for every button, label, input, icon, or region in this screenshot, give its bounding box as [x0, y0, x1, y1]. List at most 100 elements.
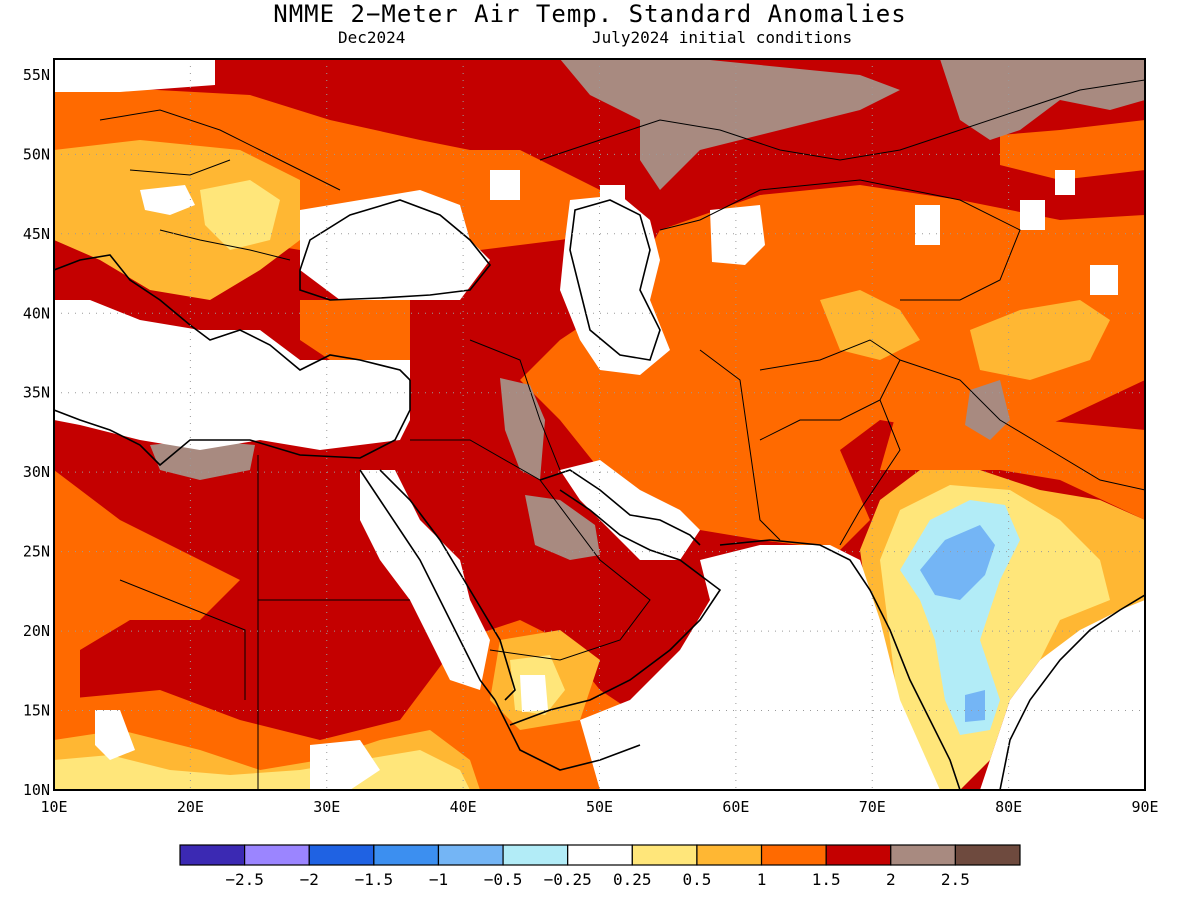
field-orange-turkey — [300, 300, 410, 360]
colorbar-tick-label: 0.25 — [613, 870, 652, 889]
field-white-aral — [710, 205, 765, 265]
colorbar-tick-label: −1.5 — [355, 870, 394, 889]
latitude-labels: 55N 50N 45N 40N 35N 30N 25N 20N 15N 10N — [23, 66, 50, 799]
field-white-ethiopia — [310, 740, 380, 790]
field-white-alps — [140, 185, 195, 215]
colorbar-swatch — [890, 844, 956, 866]
colorbar-tick-label: −2 — [300, 870, 319, 889]
coastlines — [54, 199, 1145, 790]
border-iran-east — [699, 349, 781, 541]
map-frame — [53, 58, 1146, 791]
lon-label: 70E — [859, 798, 886, 816]
initial-conditions: July2024 initial conditions — [592, 28, 853, 47]
coastline-bay-of-bengal — [999, 594, 1145, 790]
lat-label: 30N — [23, 463, 50, 481]
colorbar-swatch — [631, 844, 698, 866]
lon-label: 50E — [586, 798, 613, 816]
colorbar-swatch — [437, 844, 504, 866]
colorbar-swatch — [373, 844, 440, 866]
colorbar-tick-label: 1.5 — [812, 870, 841, 889]
coastline-arabian-sea — [719, 539, 961, 790]
lat-label: 40N — [23, 304, 50, 322]
field-brown-iraq — [500, 378, 545, 480]
field-orange-north-africa-west — [54, 470, 240, 700]
lat-label: 25N — [23, 543, 50, 561]
border-libya-chad — [119, 579, 246, 700]
field-orange-central-asia — [520, 185, 1145, 550]
lat-label: 55N — [23, 66, 50, 84]
lon-label: 60E — [722, 798, 749, 816]
field-white-pockets — [490, 170, 1118, 295]
lon-label: 40E — [450, 798, 477, 816]
field-white-yemen-spot — [520, 675, 548, 712]
border-saudi — [410, 439, 651, 661]
borders — [99, 79, 1145, 790]
colorbar-swatch — [244, 844, 310, 866]
colorbar-swatch — [179, 844, 246, 866]
colorbar-swatch — [760, 844, 827, 866]
lon-label: 90E — [1131, 798, 1158, 816]
field-white-mediterranean — [54, 300, 410, 450]
coastline-black-sea — [299, 199, 492, 301]
coastline-horn-africa — [494, 699, 641, 771]
colorbar-swatch — [954, 844, 1021, 866]
field-lightorange-west-china — [970, 300, 1110, 380]
lat-label: 10N — [23, 781, 50, 799]
colorbar-swatch — [308, 844, 375, 866]
lon-label: 20E — [177, 798, 204, 816]
field-brown-arabia — [525, 495, 600, 560]
coastline-caspian — [569, 199, 661, 361]
colorbar-swatch — [825, 844, 892, 866]
field-brown-russia — [560, 59, 900, 190]
colorbar-tick-label: −1 — [429, 870, 448, 889]
field-white-europe-nw — [54, 59, 215, 92]
border-afghan — [759, 339, 901, 441]
field-orange-sahel — [54, 620, 630, 790]
target-month: Dec2024 — [338, 28, 406, 47]
border-iran-iraq — [469, 339, 561, 471]
field-brown-tibet — [965, 380, 1010, 440]
field-blue-india-south — [965, 690, 985, 722]
lon-label: 10E — [40, 798, 67, 816]
border-europe — [99, 109, 341, 261]
lat-label: 15N — [23, 702, 50, 720]
border-kazakh — [659, 179, 1021, 301]
coastline-mediterranean-north — [54, 254, 411, 381]
field-white-caspian — [560, 195, 670, 375]
coastline-mediterranean-south — [54, 380, 411, 467]
colorbar-tick-label: −2.5 — [225, 870, 264, 889]
longitude-labels: 10E 20E 30E 40E 50E 60E 70E 80E 90E — [40, 798, 1158, 816]
lat-label: 35N — [23, 384, 50, 402]
field-white-arabian-sea — [580, 545, 940, 790]
lat-label: 20N — [23, 622, 50, 640]
border-india-pak — [839, 399, 901, 546]
coastline-persian-gulf — [509, 469, 722, 726]
field-white-nile — [95, 710, 135, 760]
colorbar-tick-label: 0.5 — [682, 870, 711, 889]
field-brown-egypt — [150, 440, 255, 480]
lat-label: 45N — [23, 225, 50, 243]
colorbar-swatch — [696, 844, 763, 866]
colorbar-ticks: −2.5 −2 −1.5 −1 −0.5 −0.25 0.25 0.5 1 1.5 2 2.5 — [225, 870, 969, 889]
field-blue-india — [920, 525, 995, 600]
anomaly-fields — [54, 59, 1145, 790]
lon-label: 80E — [995, 798, 1022, 816]
colorbar-swatch — [567, 844, 633, 866]
field-lightorange-kazakh — [820, 290, 920, 360]
colorbar-swatch — [502, 844, 569, 866]
coastline-red-sea — [359, 469, 516, 701]
gridlines — [54, 59, 1145, 790]
colorbar-tick-label: 2.5 — [941, 870, 970, 889]
border-china-india — [899, 359, 1145, 491]
field-white-bay-of-bengal — [980, 600, 1145, 790]
lat-label: 50N — [23, 145, 50, 163]
colorbar — [179, 844, 1021, 866]
field-white-gulf — [560, 460, 700, 560]
field-yellow-carpathian — [200, 180, 280, 250]
field-lightorange-balkans — [54, 140, 300, 300]
chart-title: NMME 2−Meter Air Temp. Standard Anomalie… — [273, 0, 907, 28]
field-orange-india-north — [880, 400, 1145, 520]
colorbar-tick-label: 2 — [886, 870, 896, 889]
colorbar-tick-label: −0.5 — [484, 870, 523, 889]
